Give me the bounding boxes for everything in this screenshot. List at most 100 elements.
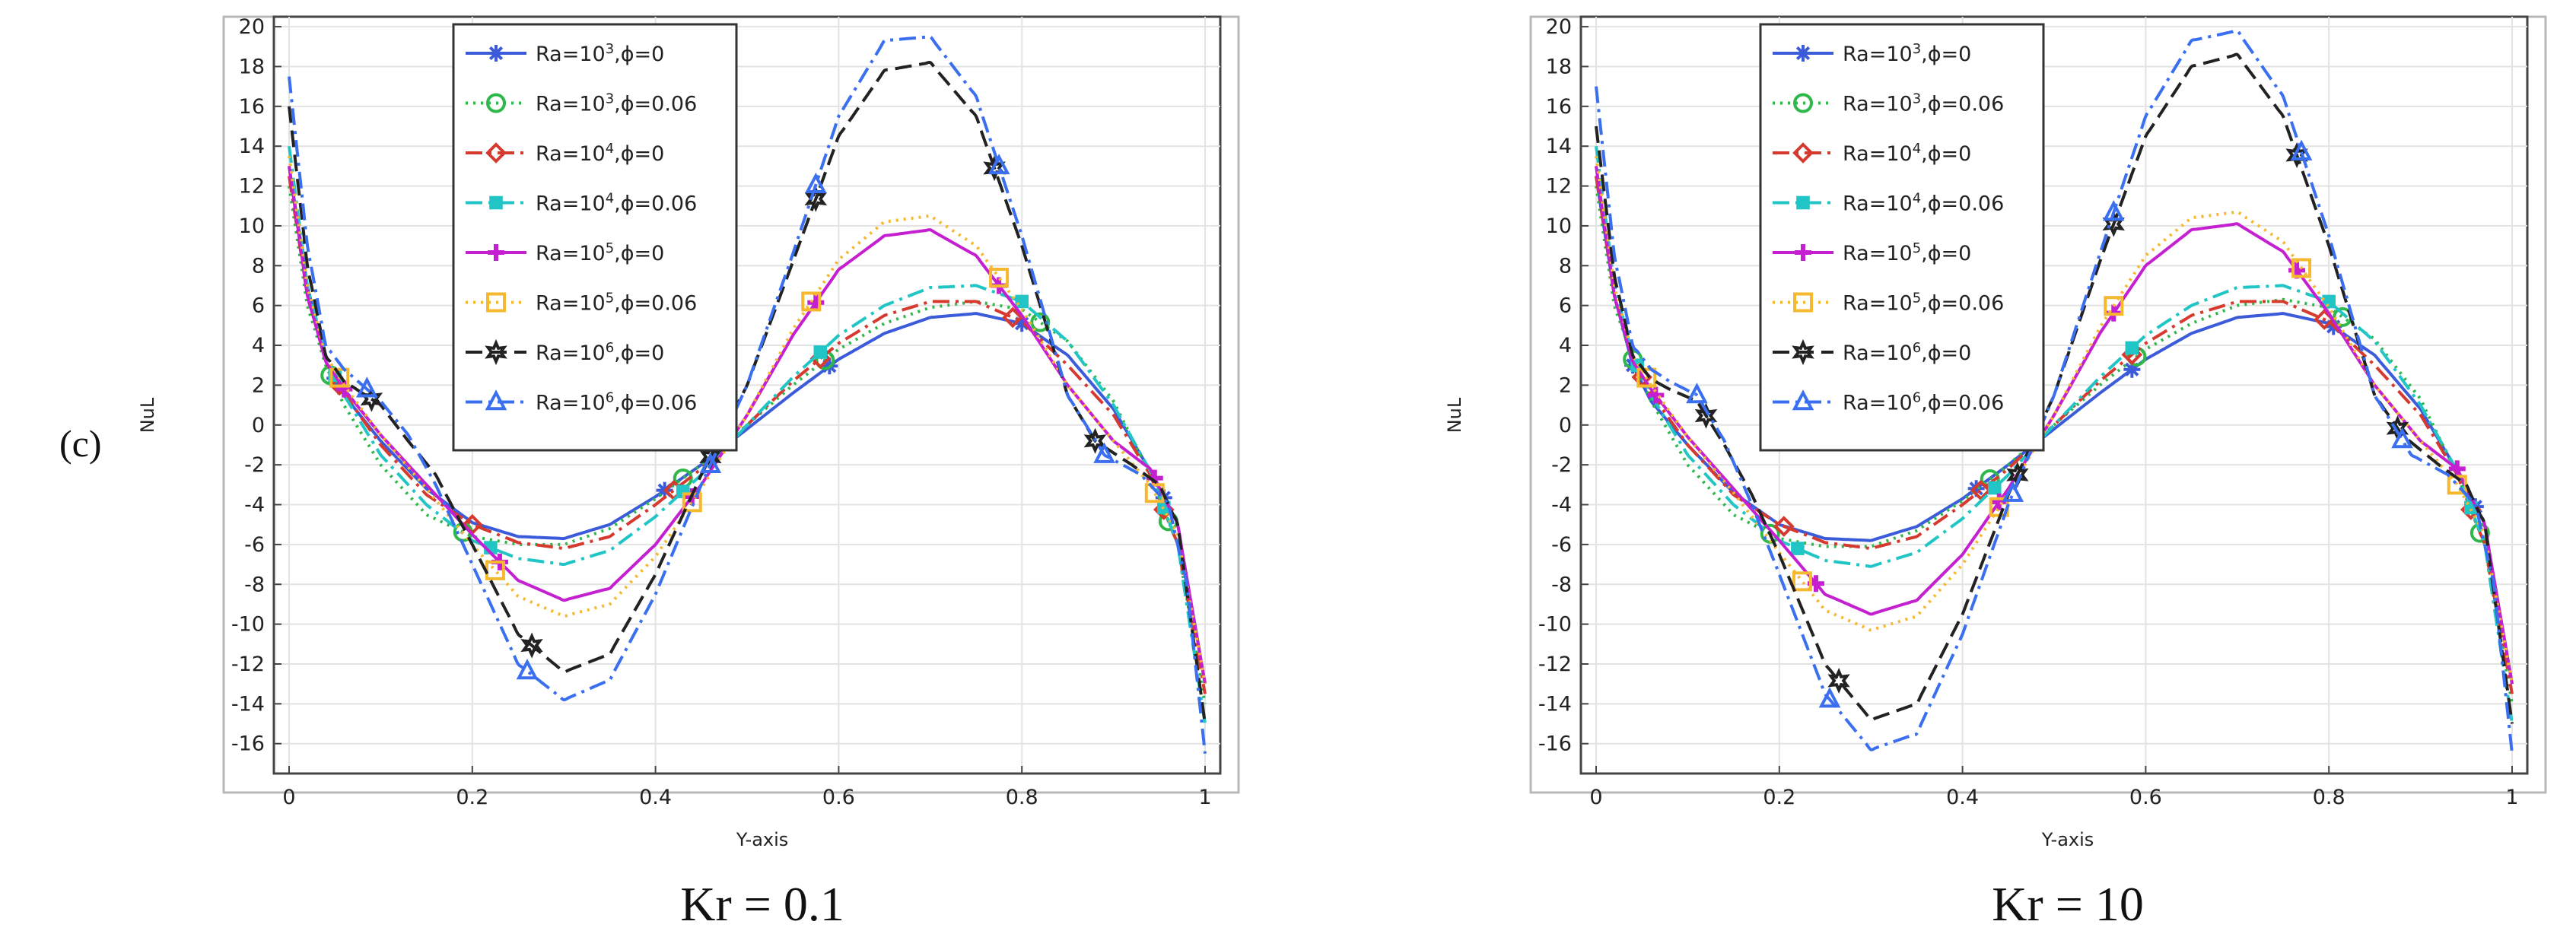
y-tick-label: -16	[231, 732, 265, 756]
legend-item: Ra=104,ϕ=0	[466, 141, 664, 167]
legend-item: Ra=105,ϕ=0	[466, 240, 664, 265]
x-tick-label: 1	[2505, 786, 2518, 809]
data-point-marker	[1791, 542, 1805, 555]
y-tick-label: -14	[231, 692, 265, 716]
y-tick-label: 16	[239, 95, 265, 119]
y-tick-label: 0	[1559, 414, 1572, 437]
data-point-marker	[1792, 571, 1812, 592]
legend-item: Ra=104,ϕ=0	[1773, 141, 1971, 166]
x-tick-label: 0.2	[456, 786, 488, 809]
y-axis-title: NuL	[137, 397, 158, 433]
legend-item: Ra=103,ϕ=0.06	[1773, 91, 2004, 116]
y-tick-label: 8	[1559, 254, 1572, 278]
data-point-marker	[989, 268, 1010, 288]
y-tick-label: 0	[252, 414, 265, 437]
y-axis-title: NuL	[1444, 397, 1465, 433]
data-point-marker	[801, 291, 822, 312]
data-point-marker	[1773, 516, 1795, 537]
series-layer	[288, 34, 1207, 755]
y-tick-label: 12	[239, 175, 265, 199]
y-tick-label: 14	[239, 135, 265, 158]
data-point-marker	[1694, 402, 1718, 429]
data-point-marker	[329, 367, 350, 388]
y-tick-label: 2	[1559, 373, 1572, 397]
legend-item: Ra=106,ϕ=0	[1773, 338, 1971, 366]
y-tick-label: 4	[252, 334, 265, 357]
chart-caption: Kr = 10	[1992, 877, 2144, 931]
legend-marker	[1792, 389, 1814, 411]
legend-marker	[488, 45, 504, 62]
series-line	[1595, 166, 2514, 685]
legend-item: Ra=105,ϕ=0	[1773, 240, 1971, 266]
legend-label: Ra=104,ϕ=0.06	[536, 190, 697, 216]
y-tick-label: 4	[1559, 334, 1572, 357]
data-point-marker	[987, 153, 1010, 175]
legend-box	[1759, 23, 2045, 452]
y-tick-label: -8	[1551, 573, 1572, 596]
data-point-marker	[2123, 361, 2141, 378]
x-axis-title: Y-axis	[2041, 829, 2094, 850]
y-tick-label: 18	[1546, 55, 1572, 78]
data-point-marker	[813, 345, 828, 359]
x-tick-label: 0.8	[1006, 786, 1038, 809]
legend-item: Ra=103,ϕ=0.06	[466, 91, 697, 116]
x-tick-label: 0.8	[2313, 786, 2345, 809]
data-point-marker	[2102, 199, 2125, 221]
data-point-marker	[1030, 312, 1051, 332]
legend-label: Ra=106,ϕ=0	[536, 340, 664, 366]
x-tick-label: 0.4	[639, 786, 672, 809]
data-point-marker	[1002, 307, 1023, 329]
y-tick-label: 8	[252, 254, 265, 278]
data-point-marker	[804, 172, 827, 194]
data-point-marker	[1987, 481, 2002, 495]
series-layer	[1595, 28, 2514, 755]
legend-label: Ra=103,ϕ=0	[536, 41, 664, 67]
legend-marker	[1795, 45, 1811, 62]
series-line	[1595, 28, 2514, 755]
series-line	[288, 186, 1207, 704]
panel-label: (c)	[59, 422, 102, 465]
data-point-marker	[807, 294, 825, 311]
data-point-marker	[516, 659, 539, 680]
y-tick-label: -4	[244, 494, 265, 517]
legend-label: Ra=106,ϕ=0.06	[536, 389, 697, 415]
chart-caption: Kr = 0.1	[680, 877, 844, 931]
legend-item: Ra=106,ϕ=0.06	[466, 389, 697, 415]
legend-marker	[486, 93, 506, 113]
x-axis-title: Y-axis	[736, 829, 789, 850]
data-point-marker	[2391, 427, 2413, 449]
y-tick-label: 2	[252, 373, 265, 397]
legend-label: Ra=105,ϕ=0.06	[536, 290, 697, 316]
legend-label: Ra=106,ϕ=0.06	[1843, 389, 2004, 415]
y-tick-label: 16	[1546, 95, 1572, 119]
y-tick-label: -2	[1551, 453, 1572, 477]
data-point-marker	[2104, 296, 2124, 316]
data-point-marker	[356, 376, 378, 398]
x-tick-label: 0.6	[2129, 786, 2162, 809]
legend-item: Ra=106,ϕ=0.06	[1773, 389, 2004, 415]
y-tick-label: -10	[1538, 613, 1572, 637]
series-ra5-phi006	[1595, 156, 2514, 685]
legend-label: Ra=105,ϕ=0	[1843, 240, 1971, 266]
x-tick-label: 0.6	[822, 786, 855, 809]
series-line	[288, 145, 1207, 724]
data-point-marker	[2290, 139, 2313, 160]
legend-marker	[485, 338, 507, 366]
series-ra6-phi006	[1595, 28, 2514, 755]
data-point-marker	[1970, 479, 1992, 501]
series-ra6-phi006	[288, 34, 1207, 755]
legend-marker	[1792, 338, 1814, 366]
x-tick-label: 0.4	[1946, 786, 1979, 809]
legend-marker	[1792, 142, 1814, 164]
x-tick-label: 1	[1198, 786, 1211, 809]
legend-label: Ra=105,ϕ=0.06	[1843, 290, 2004, 316]
y-tick-label: 20	[239, 15, 265, 39]
legend-label: Ra=104,ϕ=0	[536, 141, 664, 167]
data-point-marker	[1686, 383, 1708, 404]
y-tick-label: 10	[239, 214, 265, 238]
y-tick-label: -2	[244, 453, 265, 477]
